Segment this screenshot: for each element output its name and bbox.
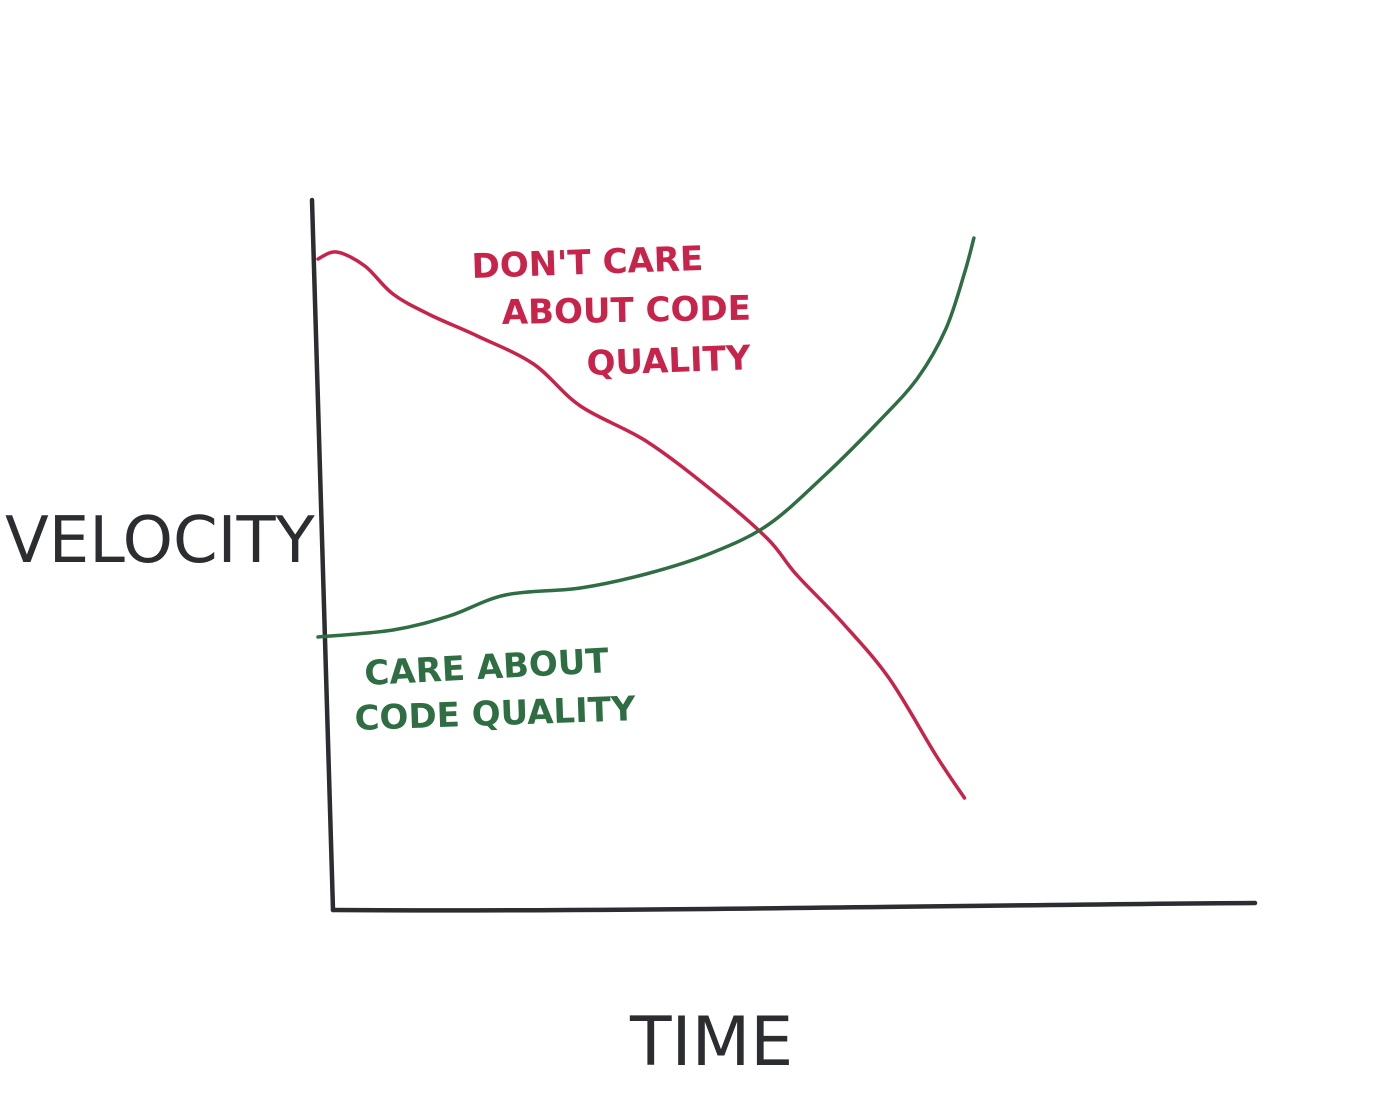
x-axis: [330, 900, 1258, 913]
plot-area: [309, 197, 1258, 913]
y-axis-label: VELOCITY: [5, 504, 316, 578]
series-line-dont-care: [316, 250, 967, 800]
series-layer: [316, 236, 976, 800]
series-line-care: [316, 236, 976, 639]
y-axis: [309, 197, 336, 913]
series-label-line: QUALITY: [586, 338, 752, 384]
series-label-line: ABOUT CODE: [501, 289, 751, 333]
series-label-line: DON'T CARE: [471, 239, 704, 287]
x-axis-label: TIME: [629, 1003, 793, 1082]
series-label-line: CODE QUALITY: [354, 689, 637, 739]
series-label-line: CARE ABOUT: [363, 641, 610, 694]
